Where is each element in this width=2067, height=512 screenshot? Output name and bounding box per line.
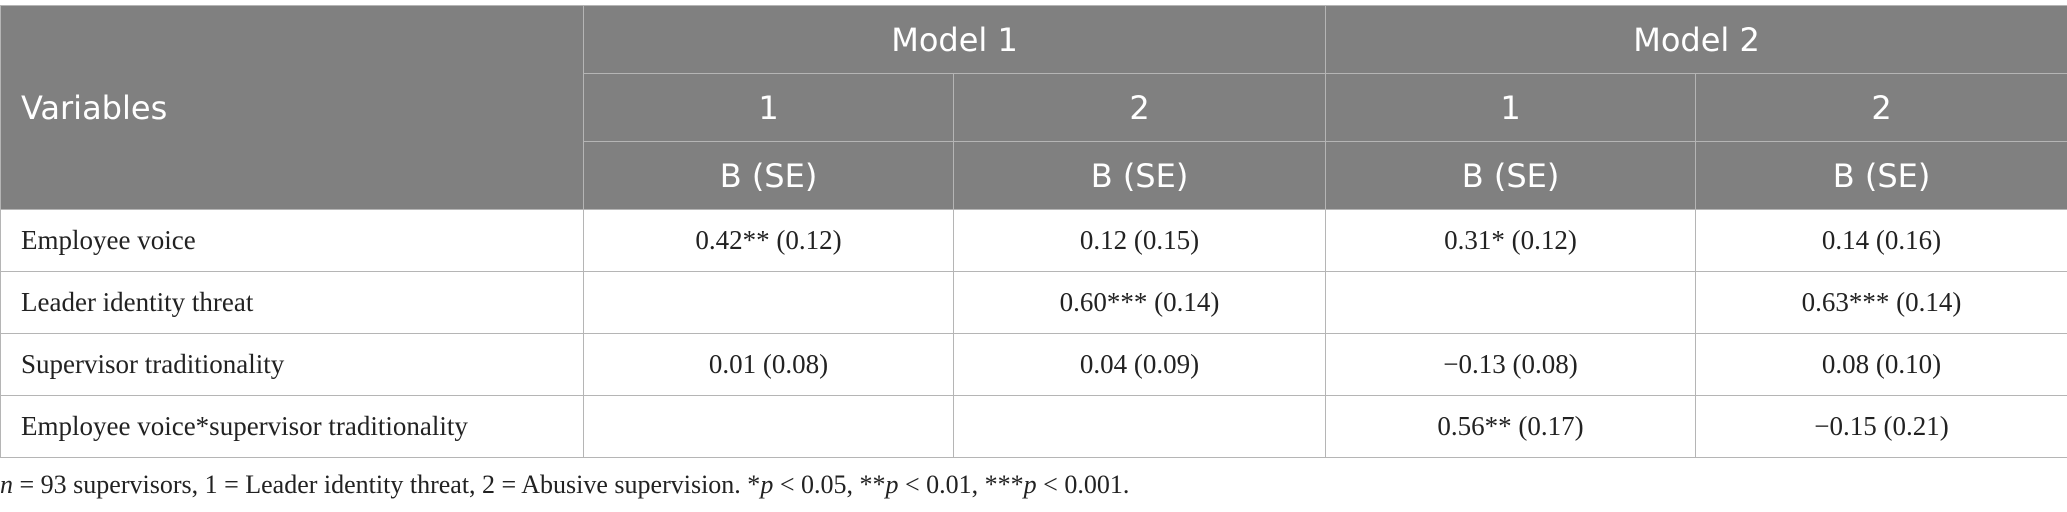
body-row: Employee voice*supervisor traditionality… [0,395,2067,458]
column-number: 2 [952,73,1327,142]
footnote-text: < 0.001. [1036,470,1130,499]
body-row: Leader identity threat 0.60*** (0.14) 0.63… [0,271,2067,334]
body-row: Employee voice 0.42** (0.12) 0.12 (0.15) 0.… [0,209,2067,272]
model-header: Model 1 [582,5,1327,74]
coefficient-cell: 0.60*** (0.14) [952,271,1327,334]
coefficient-cell: 0.08 (0.10) [1695,333,2067,396]
footnote-text: p [1023,470,1037,499]
footnote: n = 93 supervisors, 1 = Leader identity … [0,470,1129,500]
coefficient-cell: 0.31* (0.12) [1325,209,1697,272]
header-row: Variables Model 1 Model 2 [0,5,2067,210]
coefficient-cell: 0.56** (0.17) [1325,395,1697,458]
variable-name: Employee voice*supervisor traditionality [0,395,584,458]
empty-cell [952,395,1327,458]
column-stat: B (SE) [1325,141,1697,210]
footnote-text: < 0.05, ** [773,470,886,499]
variables-header: Variables [0,5,584,210]
variable-name: Supervisor traditionality [0,333,584,396]
column-stat: B (SE) [1695,141,2067,210]
coefficient-cell: 0.12 (0.15) [952,209,1327,272]
model-header: Model 2 [1325,5,2067,74]
variable-name: Leader identity threat [0,271,584,334]
header-row: B (SE) B (SE) B (SE) B (SE) [1,141,2067,210]
coefficient-cell: 0.01 (0.08) [583,333,954,396]
column-stat: B (SE) [952,141,1327,210]
variable-name: Employee voice [0,209,584,272]
column-number: 1 [1325,73,1697,142]
footnote-text: < 0.01, *** [898,470,1024,499]
empty-cell [1325,271,1697,334]
column-number: 1 [583,73,954,142]
empty-cell [583,395,954,458]
coefficient-cell: 0.04 (0.09) [952,333,1327,396]
coefficient-cell: −0.13 (0.08) [1325,333,1697,396]
empty-cell [583,271,954,334]
coefficient-cell: 0.14 (0.16) [1695,209,2067,272]
coefficient-cell: 0.42** (0.12) [583,209,954,272]
coefficient-cell: 0.63*** (0.14) [1695,271,2067,334]
table-body: Employee voice 0.42** (0.12) 0.12 (0.15) 0.… [0,209,2067,458]
column-stat: B (SE) [583,141,954,210]
footnote-text: = 93 supervisors, 1 = Leader identity th… [13,470,761,499]
column-number: 2 [1695,73,2067,142]
footnote-text: n [0,470,13,499]
footnote-text: p [885,470,899,499]
coefficient-cell: −0.15 (0.21) [1695,395,2067,458]
footnote-text: p [760,470,774,499]
body-row: Supervisor traditionality 0.01 (0.08) 0.04… [0,333,2067,396]
